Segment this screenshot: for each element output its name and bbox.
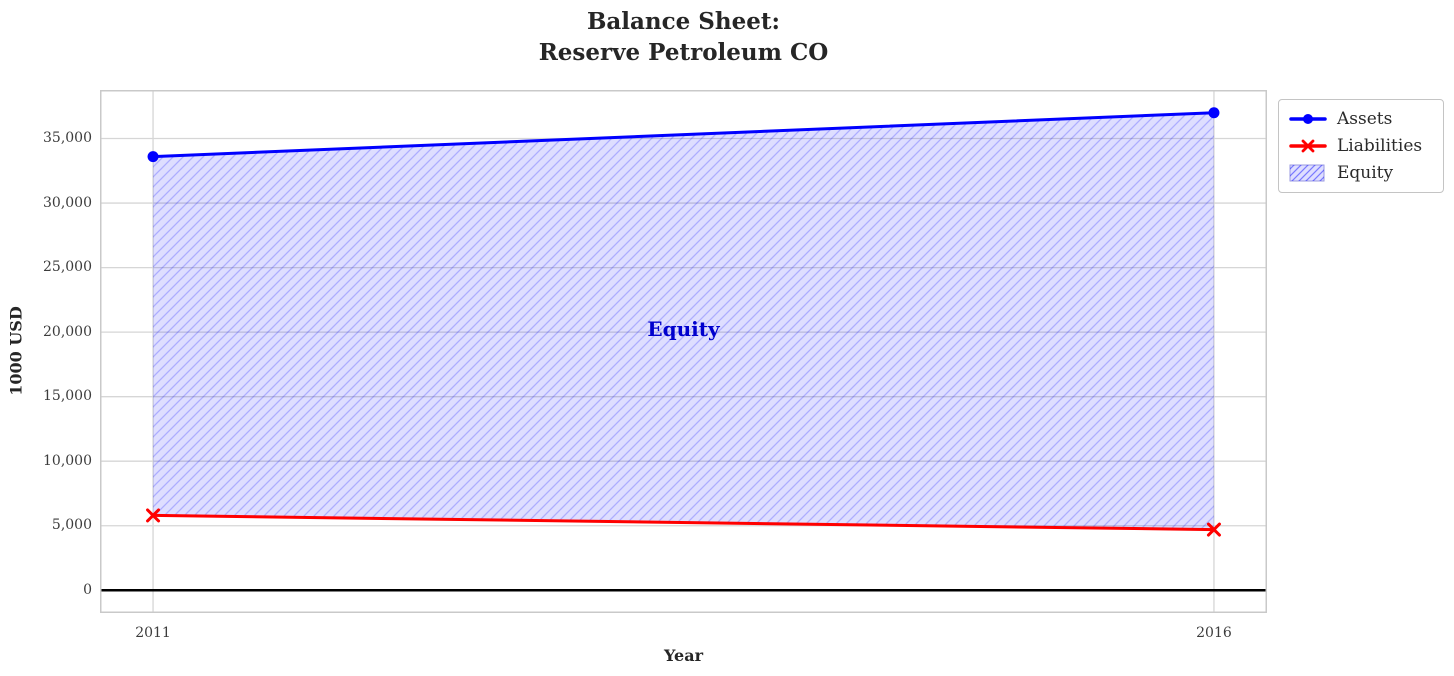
equity-fill-hatch [153, 112, 1214, 530]
y-tick-label: 20,000 [43, 323, 92, 340]
y-tick-label: 5,000 [51, 517, 92, 534]
y-tick-label: 0 [83, 581, 92, 598]
legend-label: Liabilities [1337, 136, 1423, 156]
liabilities-marker [1206, 522, 1221, 537]
legend-item-equity: Equity [1289, 163, 1431, 183]
chart-canvas [100, 90, 1267, 613]
y-tick-label: 25,000 [43, 259, 92, 276]
equity-area-label: Equity [647, 316, 720, 341]
legend-label: Assets [1337, 109, 1393, 129]
legend: Assets Liabilities Equity [1278, 99, 1444, 193]
x-tick-label: 2016 [1196, 625, 1232, 641]
legend-item-assets: Assets [1289, 109, 1431, 129]
assets-marker [1208, 107, 1220, 119]
liabilities-marker [146, 508, 161, 523]
assets-marker [147, 151, 159, 163]
chart-title-line2: Reserve Petroleum CO [538, 39, 829, 66]
assets-line [151, 111, 1216, 159]
y-axis-label: 1000 USD [6, 306, 26, 396]
equity-swatch-icon [1289, 164, 1325, 182]
legend-item-liabilities: Liabilities [1289, 136, 1431, 156]
chart-title-line1: Balance Sheet: [586, 8, 781, 35]
chart-title: Balance Sheet: Reserve Petroleum CO [100, 6, 1267, 68]
y-tick-label: 30,000 [43, 194, 92, 211]
liabilities-swatch-icon [1289, 139, 1327, 153]
assets-swatch-icon [1289, 114, 1327, 124]
legend-label: Equity [1337, 163, 1394, 183]
y-tick-label: 10,000 [43, 452, 92, 469]
y-tick-label: 15,000 [43, 388, 92, 405]
plot-border [100, 90, 1267, 613]
x-tick-label: 2011 [135, 625, 171, 641]
liabilities-line [151, 513, 1216, 532]
y-tick-label: 35,000 [43, 130, 92, 147]
x-axis-label: Year [663, 646, 703, 665]
